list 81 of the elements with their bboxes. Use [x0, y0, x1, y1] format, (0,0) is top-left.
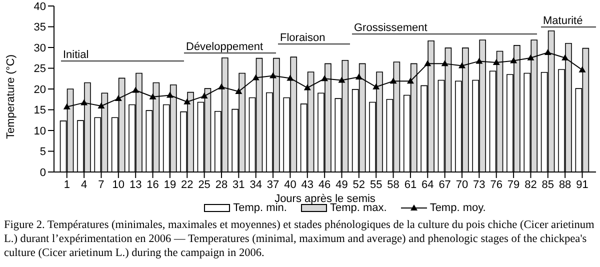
point — [441, 60, 448, 66]
point — [578, 66, 586, 72]
x-tick-label: 55 — [370, 178, 382, 191]
y-tick-label: 20 — [34, 84, 46, 96]
point — [355, 73, 362, 80]
y-tick-label: 15 — [34, 104, 46, 117]
point — [492, 58, 500, 65]
legend-label: Temp. min. — [233, 202, 287, 214]
y-tick-label: 10 — [34, 125, 46, 138]
y-tick-label: 35 — [34, 22, 46, 34]
point — [270, 72, 277, 78]
y-tick-label: 25 — [34, 63, 46, 76]
x-tick-label: 46 — [318, 178, 331, 191]
x-tick-label: 40 — [284, 178, 296, 191]
point — [114, 95, 122, 102]
legend-label: Temp. moy. — [430, 202, 486, 214]
point — [390, 78, 397, 84]
point — [562, 54, 569, 60]
point — [286, 74, 294, 81]
point — [476, 58, 483, 64]
caption: Figure 2. Températures (minimales, maximales et moyennes) et stades phénologiques de la culture du pois chiche (Cicer arietinum L.) durant l’expérimentation en 2006 — Temperatures (minimal, maximum and average) and phenologic stages of the chickpea's culture (Cicer arietinum L.) during the campaign in 2006. — [4, 218, 596, 260]
x-tick-label: 67 — [438, 178, 451, 191]
point — [252, 74, 260, 80]
y-tick-label: 30 — [34, 42, 46, 54]
point — [235, 88, 242, 94]
y-tick-label: 0 — [40, 166, 46, 179]
point — [527, 54, 534, 60]
x-tick-label: 16 — [146, 178, 159, 191]
y-axis-title: Temperature (°C) — [4, 54, 17, 139]
annotation: Grossissement — [354, 22, 428, 34]
point — [338, 76, 346, 83]
x-tick-label: 10 — [112, 178, 125, 191]
point — [321, 75, 328, 82]
legend-label: Temp. max. — [330, 202, 387, 214]
point — [424, 60, 432, 66]
x-tick-label: 88 — [558, 178, 572, 191]
x-tick-label: 43 — [301, 178, 314, 191]
x-tick-label: 52 — [352, 178, 366, 191]
annotation: Maturité — [543, 15, 583, 27]
x-tick-label: 34 — [250, 178, 262, 191]
x-tick-label: 49 — [336, 178, 348, 191]
x-tick-label: 25 — [198, 178, 210, 191]
x-tick-label: 70 — [456, 178, 468, 191]
x-tick-label: 28 — [215, 178, 228, 191]
x-tick-label: 73 — [473, 178, 486, 191]
x-tick-label: 64 — [422, 178, 434, 191]
x-tick-label: 79 — [507, 178, 520, 191]
annotation: Floraison — [280, 32, 326, 44]
point — [218, 83, 225, 90]
x-tick-label: 76 — [490, 178, 502, 191]
x-tick-label: 58 — [387, 178, 400, 191]
point — [304, 84, 311, 90]
x-tick-label: 4 — [81, 178, 88, 191]
point — [458, 62, 466, 68]
x-tick-label: 7 — [98, 178, 104, 191]
x-tick-label: 13 — [129, 178, 142, 191]
point — [510, 57, 518, 64]
point — [80, 99, 88, 106]
point — [406, 78, 414, 84]
y-tick-label: 5 — [40, 146, 46, 158]
x-tick-label: 61 — [404, 178, 417, 191]
x-tick-label: 82 — [524, 178, 537, 191]
x-tick-label: 1 — [64, 178, 70, 191]
y-tick-label: 40 — [34, 0, 46, 13]
point — [372, 83, 380, 90]
x-tick-label: 19 — [164, 178, 176, 191]
point — [132, 86, 140, 93]
x-tick-label: 31 — [232, 178, 245, 191]
x-tick-label: 91 — [576, 178, 588, 191]
x-tick-label: 37 — [266, 178, 280, 191]
x-tick-label: 85 — [542, 178, 554, 191]
x-tick-label: 22 — [181, 178, 194, 191]
point — [544, 48, 552, 55]
point — [98, 102, 105, 109]
annotation: Développement — [186, 41, 264, 53]
point — [184, 98, 191, 104]
point — [149, 93, 156, 100]
point — [166, 92, 174, 98]
point — [200, 92, 208, 99]
point — [63, 103, 70, 110]
annotation: Initial — [63, 49, 89, 61]
